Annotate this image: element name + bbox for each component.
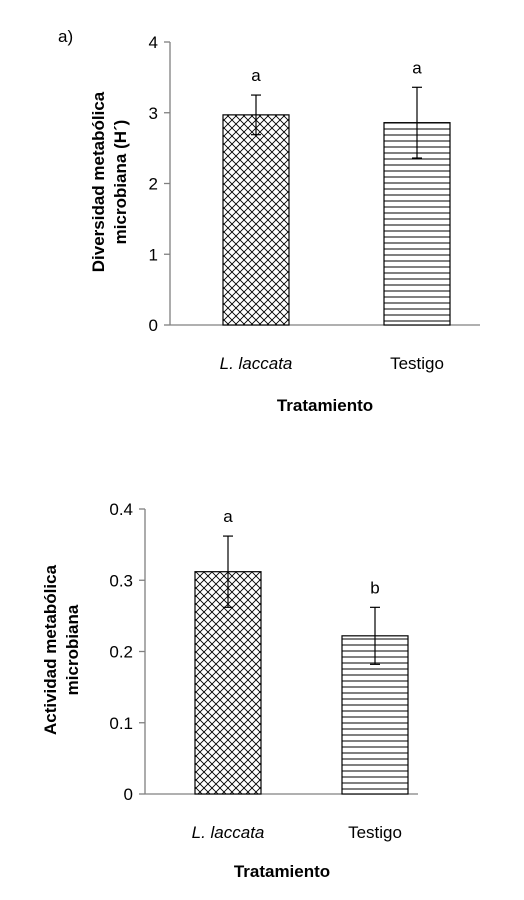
category-label-1: Testigo <box>348 823 402 842</box>
bars: a L. laccata b Testigo <box>192 507 409 842</box>
y-axis-title-line-2: microbiana <box>63 604 82 695</box>
y-axis-title: Diversidad metabólica microbiana (H´) <box>89 91 130 272</box>
bars: a L. laccata a Testigo <box>220 58 451 373</box>
y-tick-label: 1 <box>149 245 158 264</box>
y-axis-title-line-2: microbiana (H´) <box>111 120 130 245</box>
significance-letter-0: a <box>223 507 233 526</box>
y-axis-title-line-1: Actividad metabólica <box>41 564 60 735</box>
y-tick-label: 4 <box>149 33 158 52</box>
bar-0 <box>222 114 290 326</box>
y-ticks: 0 0.1 0.2 0.3 0.4 <box>109 500 145 804</box>
y-axis-title-line-1: Diversidad metabólica <box>89 91 108 272</box>
y-tick-label: 2 <box>149 175 158 194</box>
y-tick-label: 0.3 <box>109 571 133 590</box>
significance-letter-1: a <box>412 58 422 77</box>
y-tick-label: 0 <box>149 316 158 335</box>
y-tick-label: 0 <box>124 785 133 804</box>
y-tick-label: 0.1 <box>109 714 133 733</box>
x-axis-title: Tratamiento <box>277 396 373 415</box>
x-axis-title: Tratamiento <box>234 862 330 881</box>
chart-panel-a: a) Diversidad metabólica microbiana (H´)… <box>58 27 480 415</box>
panel-label: a) <box>58 27 73 46</box>
y-tick-label: 3 <box>149 104 158 123</box>
chart-panel-b: Actividad metabólica microbiana 00.10.20… <box>41 500 418 881</box>
category-label-1: Testigo <box>390 354 444 373</box>
category-label-0: L. laccata <box>192 823 265 842</box>
significance-letter-1: b <box>370 578 379 597</box>
y-axis-title: Actividad metabólica microbiana <box>41 564 82 735</box>
significance-letter-0: a <box>251 66 261 85</box>
y-ticks: 0 1 2 3 4 <box>149 33 170 335</box>
y-tick-label: 0.2 <box>109 643 133 662</box>
category-label-0: L. laccata <box>220 354 293 373</box>
bar-0 <box>194 571 262 795</box>
y-tick-label: 0.4 <box>109 500 133 519</box>
